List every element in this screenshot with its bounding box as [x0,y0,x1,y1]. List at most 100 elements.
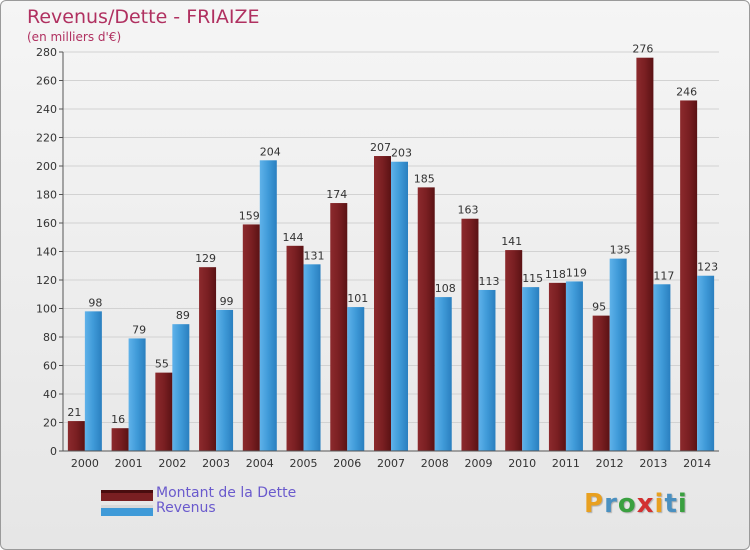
data-label: 203 [391,147,412,160]
chart-subtitle: (en milliers d'€) [27,30,122,44]
bar-revenus [609,258,627,451]
bar-revenus [478,289,496,451]
data-label: 174 [326,188,347,201]
x-tick-label: 2000 [71,457,99,470]
legend-label-debt: Montant de la Dette [156,485,297,501]
data-label: 163 [457,204,478,217]
y-tick-label: 280 [36,46,57,59]
x-tick-labels: 2000 2001 2002 2003 2004 2005 2006 2007 2008 2009… [71,457,711,470]
bar-debt [67,421,85,451]
y-tick-label: 20 [43,417,57,430]
bar-revenus [522,287,540,451]
data-label: 115 [522,272,543,285]
bar-debt [330,203,348,451]
legend-swatch-debt [101,490,153,501]
logo-letter: i [654,489,665,519]
x-tick-label: 2011 [552,457,580,470]
x-tick-label: 2006 [333,457,361,470]
data-label: 135 [610,244,631,257]
data-label: 79 [132,323,146,336]
bar-debt [242,224,260,451]
bar-debt [592,315,610,451]
data-label: 159 [239,209,260,222]
data-label: 119 [566,266,587,279]
axes [62,52,719,452]
y-tick-label: 100 [36,303,57,316]
bar-revenus [565,281,583,451]
data-label: 89 [176,309,190,322]
x-tick-label: 2001 [115,457,143,470]
data-label: 55 [155,358,169,371]
data-label: 144 [283,231,304,244]
data-label: 185 [414,172,435,185]
bar-revenus [391,161,408,451]
bar-revenus [128,338,146,451]
data-label: 118 [545,268,566,281]
bar-revenus [172,324,190,451]
y-tick-labels: 0 20 40 60 80 100 120 140 160 180 200 220 240 260 280 [36,46,57,458]
data-label: 95 [592,301,606,314]
bar-revenus [303,264,321,451]
data-label: 246 [676,85,697,98]
data-label: 129 [195,252,216,265]
x-tick-label: 2002 [158,457,186,470]
bar-debt [417,187,435,451]
data-label: 16 [111,413,125,426]
bar-revenus [84,311,102,451]
legend-label-revenus: Revenus [156,500,216,516]
data-label: 123 [697,261,718,274]
bar-debt [286,245,304,451]
y-tick-label: 200 [36,160,57,173]
x-tick-label: 2010 [508,457,536,470]
logo-letter: x [636,489,655,519]
logo-letter: P [584,489,605,519]
bar-debt [111,428,129,451]
data-label: 98 [88,296,102,309]
bar-revenus [216,309,234,451]
bar-debt [374,156,391,451]
data-label: 131 [304,249,325,262]
x-tick-label: 2012 [596,457,624,470]
bar-revenus [347,307,365,451]
logo-letter: t [664,489,678,519]
y-tick-label: 120 [36,274,57,287]
y-tick-label: 140 [36,246,57,259]
x-tick-label: 2008 [421,457,449,470]
data-label: 204 [260,145,281,158]
bar-debt [505,250,523,451]
y-tick-label: 160 [36,217,57,230]
proxiti-logo: Proxiti [584,489,688,519]
y-tick-label: 240 [36,103,57,116]
x-tick-label: 2004 [246,457,274,470]
x-tick-label: 2005 [290,457,318,470]
y-tick-label: 260 [36,75,57,88]
data-label: 141 [501,235,522,248]
data-label: 108 [435,282,456,295]
bar-revenus [434,297,452,451]
bar-debt [548,282,566,451]
data-label: 21 [67,406,81,419]
x-tick-label: 2003 [202,457,230,470]
data-label: 113 [478,275,499,288]
bar-debt [680,100,698,451]
x-tick-label: 2014 [683,457,711,470]
y-tick-label: 220 [36,132,57,145]
bars [67,57,715,452]
bar-revenus [697,275,715,451]
data-label: 117 [653,269,674,282]
logo-letter: r [604,489,618,519]
bar-revenus [259,160,277,452]
y-tick-label: 0 [50,445,57,458]
bar-debt [461,218,479,451]
y-tick-label: 180 [36,189,57,202]
bar-debt [199,267,217,451]
bar-debt [155,372,173,451]
data-label: 101 [347,292,368,305]
x-tick-label: 2013 [639,457,667,470]
logo-letter: o [617,489,637,519]
logo-letter: i [677,489,688,519]
data-label: 276 [632,43,653,56]
x-tick-label: 2007 [377,457,405,470]
